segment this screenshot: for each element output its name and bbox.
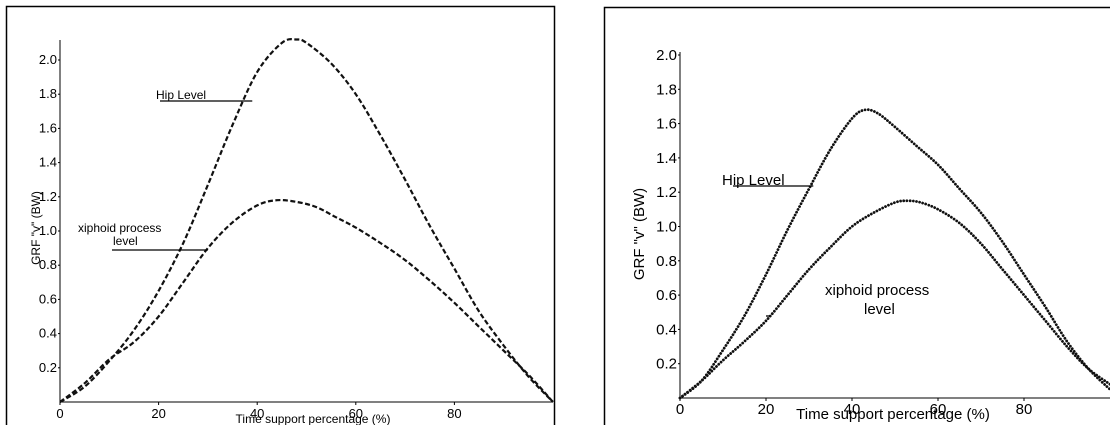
x-tick-label: 20 — [151, 406, 165, 421]
series-line-xiphoid-level — [59, 198, 554, 403]
x-tick-label: 60 — [930, 401, 947, 418]
y-tick-label: 0.6 — [656, 287, 677, 304]
annotation-label: xiphoid process — [78, 221, 161, 235]
x-ticks-left: 0 20 40 60 80 — [56, 402, 462, 421]
y-tick-label: 0.4 — [656, 321, 677, 338]
x-tick-label: 40 — [250, 406, 264, 421]
y-tick-label: 1.4 — [656, 150, 677, 167]
annotation-label: Hip Level — [722, 172, 785, 189]
y-tick-label: 1.4 — [39, 155, 57, 170]
y-tick-label: 0.8 — [656, 253, 677, 270]
chart-panel-right: 0.2 0.4 0.6 0.8 1.0 1.2 1.4 1.6 1.8 2.0 0 20 40 60 80… — [603, 6, 1110, 425]
y-tick-label: 1.6 — [39, 120, 57, 135]
y-tick-label: 1.2 — [39, 189, 57, 204]
annotation-label: Hip Level — [156, 88, 206, 102]
panel-frame-right — [603, 6, 1110, 425]
annotation-label: xiphoid process — [825, 282, 929, 299]
y-tick-label: 2.0 — [656, 47, 677, 64]
annotation-label-line2: level — [864, 301, 895, 318]
series-group-left — [59, 38, 554, 403]
series-line-hip-level — [678, 108, 1110, 400]
y-tick-label: 0.8 — [39, 257, 57, 272]
x-axis-label-right: Time support percentage (%) — [796, 406, 990, 423]
x-tick-label: 60 — [349, 406, 363, 421]
panel-frame-left — [5, 5, 556, 425]
series-line-xiphoid-level — [678, 199, 1110, 400]
annotations-right: Hip Level xiphoid process level — [722, 172, 929, 318]
y-ticks-right: 0.2 0.4 0.6 0.8 1.0 1.2 1.4 1.6 1.8 2.0 — [656, 47, 680, 373]
x-tick-label: 40 — [844, 401, 861, 418]
y-tick-label: 1.8 — [39, 86, 57, 101]
y-tick-label: 1.6 — [656, 116, 677, 133]
y-ticks-left: 0.2 0.4 0.6 0.8 1.0 1.2 1.4 1.6 1.8 2.0 — [39, 52, 60, 375]
y-tick-label: 0.6 — [39, 291, 57, 306]
y-tick-label: 0.2 — [656, 356, 677, 373]
x-ticks-right: 0 20 40 60 80 — [676, 398, 1033, 418]
y-axis-label-right: GRF "v" (BW) — [631, 188, 648, 280]
y-tick-label: 1.0 — [656, 219, 677, 236]
y-axis-label-left: GRF "v" (BW) — [29, 191, 43, 265]
y-tick-label: 1.2 — [656, 184, 677, 201]
annotation-label-line2: level — [113, 234, 138, 248]
y-tick-label: 0.4 — [39, 326, 57, 341]
x-tick-label: 0 — [56, 406, 63, 421]
y-tick-label: 0.2 — [39, 360, 57, 375]
x-tick-label: 0 — [676, 401, 684, 418]
y-tick-label: 1.0 — [39, 223, 57, 238]
x-axis-label-left: Time support percentage (%) — [236, 412, 391, 425]
y-tick-label: 2.0 — [39, 52, 57, 67]
x-tick-label: 20 — [758, 401, 775, 418]
x-tick-label: 80 — [1016, 401, 1033, 418]
series-group-right — [678, 108, 1110, 400]
y-tick-label: 1.8 — [656, 81, 677, 98]
chart-panel-left: 0.2 0.4 0.6 0.8 1.0 1.2 1.4 1.6 1.8 2.0 0 20 40 60 80… — [5, 5, 556, 425]
x-tick-label: 80 — [447, 406, 461, 421]
series-line-hip-level — [59, 38, 554, 403]
